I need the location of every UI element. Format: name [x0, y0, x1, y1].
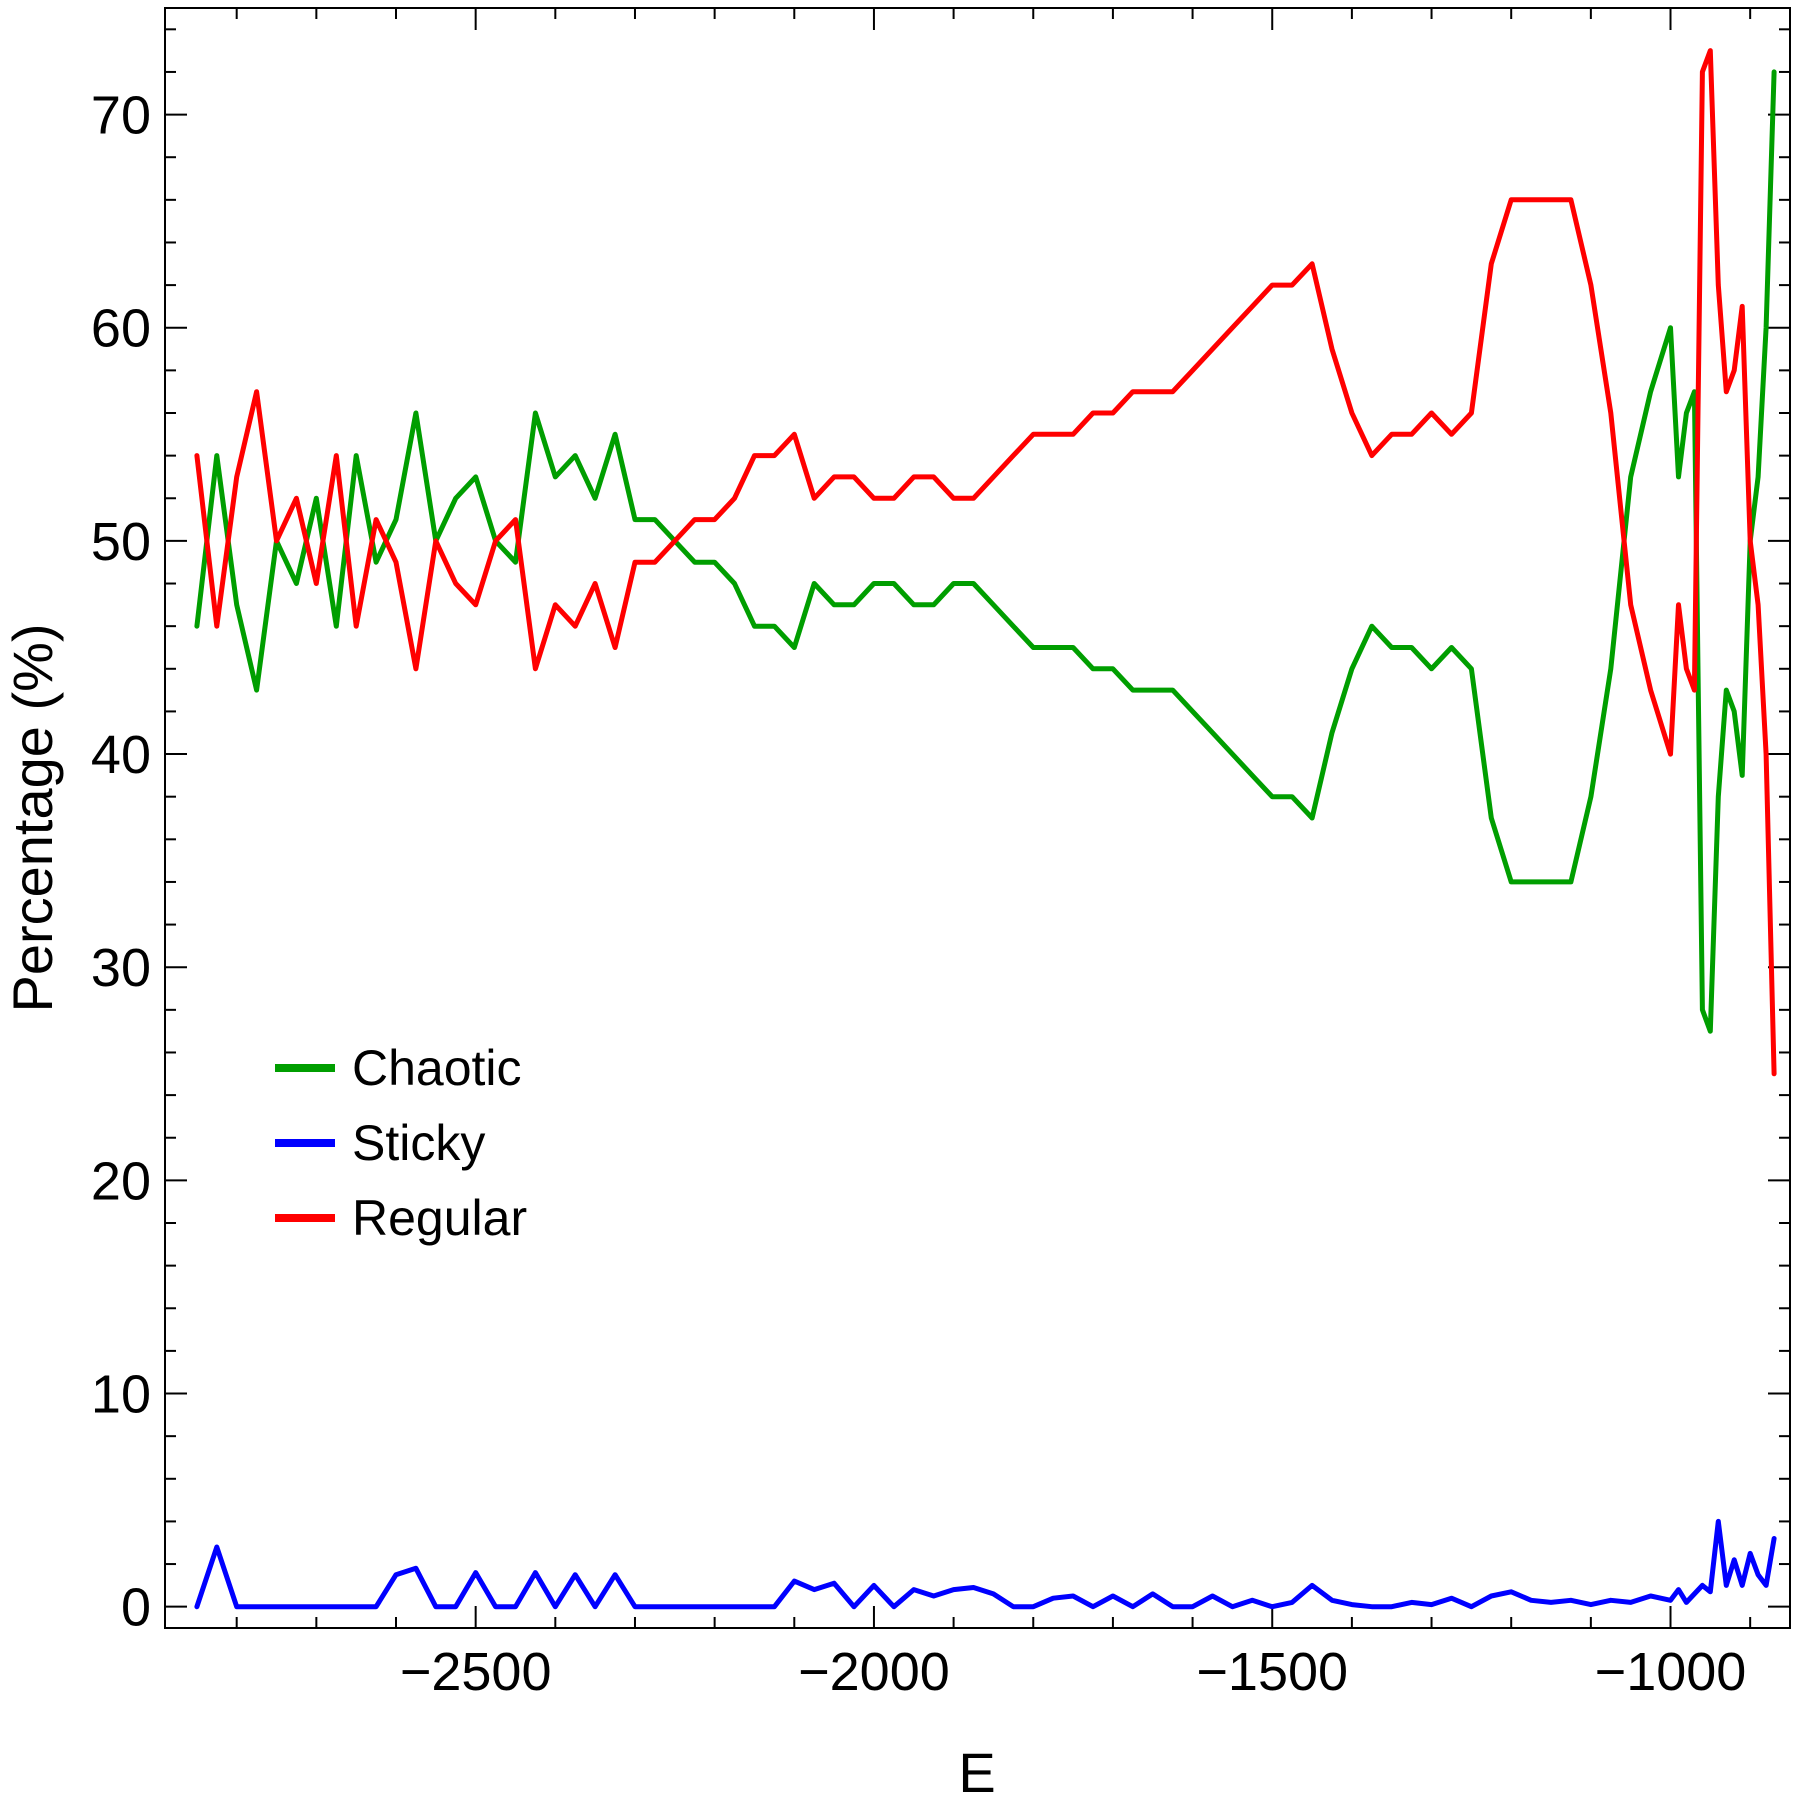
legend-label-chaotic: Chaotic — [352, 1040, 522, 1096]
axis-tick-labels: −2500 −2000 −1500 −1000 0 10 20 30 40 50 60 70 — [91, 86, 1746, 1702]
x-tick-label: −1500 — [1196, 1642, 1348, 1702]
y-axis-title: Percentage (%) — [1, 623, 64, 1012]
legend-label-sticky: Sticky — [352, 1115, 485, 1171]
x-tick-label: −2000 — [798, 1642, 950, 1702]
x-tick-label: −2500 — [400, 1642, 552, 1702]
y-tick-label: 10 — [91, 1365, 151, 1425]
series-line-regular — [194, 48, 1777, 1077]
y-tick-label: 40 — [91, 725, 151, 785]
axis-ticks — [165, 8, 1790, 1628]
legend: Chaotic Sticky Regular — [275, 1040, 527, 1246]
y-tick-label: 30 — [91, 938, 151, 998]
y-tick-label: 0 — [121, 1578, 151, 1638]
series-line-sticky — [194, 1518, 1777, 1610]
series-line-chaotic — [194, 69, 1777, 1034]
x-tick-label: −1000 — [1595, 1642, 1747, 1702]
y-tick-label: 50 — [91, 512, 151, 572]
y-tick-label: 70 — [91, 86, 151, 146]
x-axis-title: E — [958, 1741, 995, 1804]
y-tick-label: 60 — [91, 299, 151, 359]
plot-frame — [164, 7, 1791, 1629]
legend-label-regular: Regular — [352, 1190, 527, 1246]
series-layer — [194, 48, 1777, 1610]
y-tick-label: 20 — [91, 1151, 151, 1211]
